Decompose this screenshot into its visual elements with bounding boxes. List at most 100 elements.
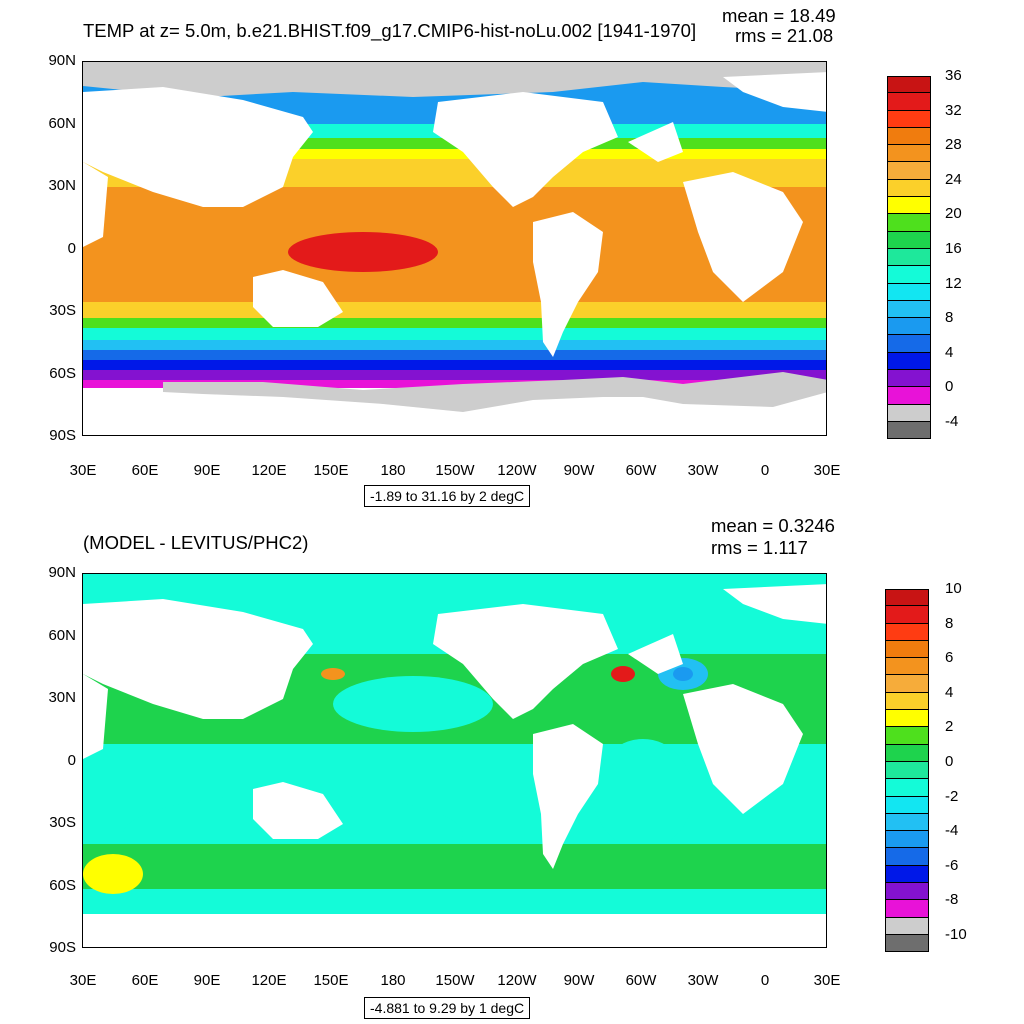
colorbar-swatch: [885, 727, 929, 745]
colorbar-swatch: [885, 813, 929, 832]
eurasia: [83, 87, 313, 207]
lon-label: 90E: [193, 972, 221, 989]
colorbar-swatch: [887, 214, 931, 232]
anomaly-patch: [83, 854, 143, 894]
lon-label: 30E: [69, 462, 97, 479]
lon-label: 60W: [625, 462, 657, 479]
colorbar-label: 4: [945, 343, 954, 361]
colorbar-label: 28: [945, 136, 962, 154]
colorbar-swatch: [885, 917, 929, 935]
lon-label: 150W: [435, 462, 475, 479]
colorbar-label: -4: [945, 413, 959, 430]
colorbar-swatch: [885, 623, 929, 641]
anomaly-patch: [321, 668, 345, 680]
colorbar-swatch: [885, 675, 929, 693]
lon-label: 90E: [193, 462, 221, 479]
lon-label: 60W: [625, 972, 657, 989]
colorbar-swatch: [887, 231, 931, 249]
colorbar-label: -6: [945, 856, 959, 874]
lat-label: 60N: [48, 115, 76, 132]
lon-label: 120W: [497, 462, 537, 479]
colorbar-swatch: [885, 796, 929, 814]
colorbar-swatch: [887, 110, 931, 128]
anomaly-band: [83, 844, 826, 889]
colorbar-swatch: [887, 352, 931, 371]
temp-band: [83, 318, 826, 328]
colorbar-swatch: [885, 779, 929, 797]
colorbar-label: 16: [945, 240, 962, 257]
colorbar-swatch: [885, 744, 929, 762]
temp-band: [83, 380, 826, 388]
temp-band: [83, 340, 826, 350]
temp-band: [83, 328, 826, 340]
bottom-range: -4.881 to 9.29 by 1 degC: [364, 997, 531, 1019]
colorbar-label: 0: [945, 378, 954, 396]
colorbar-label: -4: [945, 822, 959, 840]
greenland: [628, 634, 683, 674]
temp-band: [83, 350, 826, 360]
top-mean: mean = 18.49: [722, 5, 836, 26]
africa-east: [83, 674, 108, 759]
europe: [723, 584, 826, 624]
lon-label: 90W: [563, 972, 595, 989]
colorbar-swatch: [885, 848, 929, 866]
colorbar-label: 12: [945, 274, 962, 292]
north-america: [433, 92, 618, 207]
lon-label: 30E: [813, 462, 841, 479]
colorbar-label: 24: [945, 170, 962, 188]
warm-pool: [288, 232, 438, 272]
arctic-ice: [83, 62, 826, 97]
colorbar-label: -10: [945, 926, 967, 943]
colorbar-swatch: [885, 710, 929, 728]
colorbar-label: 32: [945, 101, 962, 119]
colorbar-swatch: [887, 335, 931, 353]
temp-band: [83, 360, 826, 370]
colorbar-label: -2: [945, 787, 959, 805]
arctic-field: [83, 574, 826, 606]
colorbar-label: 10: [945, 580, 962, 597]
colorbar-swatch: [887, 387, 931, 405]
anomaly-patch: [593, 739, 693, 849]
anomaly-patch: [333, 676, 493, 732]
lon-label: 180: [380, 972, 406, 989]
bottom-map-canvas: [83, 574, 826, 947]
colorbar-label: 8: [945, 309, 954, 327]
antarctic-ice: [163, 372, 826, 412]
colorbar-swatch: [887, 76, 931, 94]
lon-label: 0: [760, 462, 770, 479]
lat-label: 30S: [49, 814, 76, 831]
colorbar-swatch: [885, 831, 929, 849]
lon-label: 90W: [563, 462, 595, 479]
lon-label: 120E: [251, 462, 287, 479]
colorbar-swatch: [885, 640, 929, 659]
lon-label: 120E: [251, 972, 287, 989]
lat-label: 90S: [49, 427, 76, 444]
temp-band: [83, 370, 826, 380]
bottom-mean: mean = 0.3246: [711, 515, 835, 536]
anomaly-patch: [673, 667, 693, 681]
colorbar-label: 8: [945, 614, 954, 632]
lon-label: 60E: [131, 462, 159, 479]
lon-label: 30E: [813, 972, 841, 989]
colorbar-swatch: [887, 248, 931, 267]
bottom-map: [82, 573, 827, 948]
eurasia: [83, 599, 313, 719]
lat-label: 60S: [49, 365, 76, 382]
lat-label: 60S: [49, 877, 76, 894]
top-rms: rms = 21.08: [735, 25, 834, 46]
lon-label: 30W: [687, 972, 719, 989]
colorbar-swatch: [887, 197, 931, 215]
colorbar-swatch: [885, 934, 929, 953]
lat-label: 30S: [49, 302, 76, 319]
colorbar-swatch: [887, 404, 931, 422]
colorbar-swatch: [887, 127, 931, 146]
lat-label: 60N: [48, 627, 76, 644]
north-america: [433, 604, 618, 719]
colorbar-label: 4: [945, 683, 954, 701]
no-data: [83, 914, 826, 947]
colorbar-label: -8: [945, 891, 959, 909]
top-range: -1.89 to 31.16 by 2 degC: [364, 485, 531, 507]
south-america: [533, 212, 603, 357]
lat-label: 30N: [48, 689, 76, 706]
top-map-canvas: [83, 62, 826, 435]
